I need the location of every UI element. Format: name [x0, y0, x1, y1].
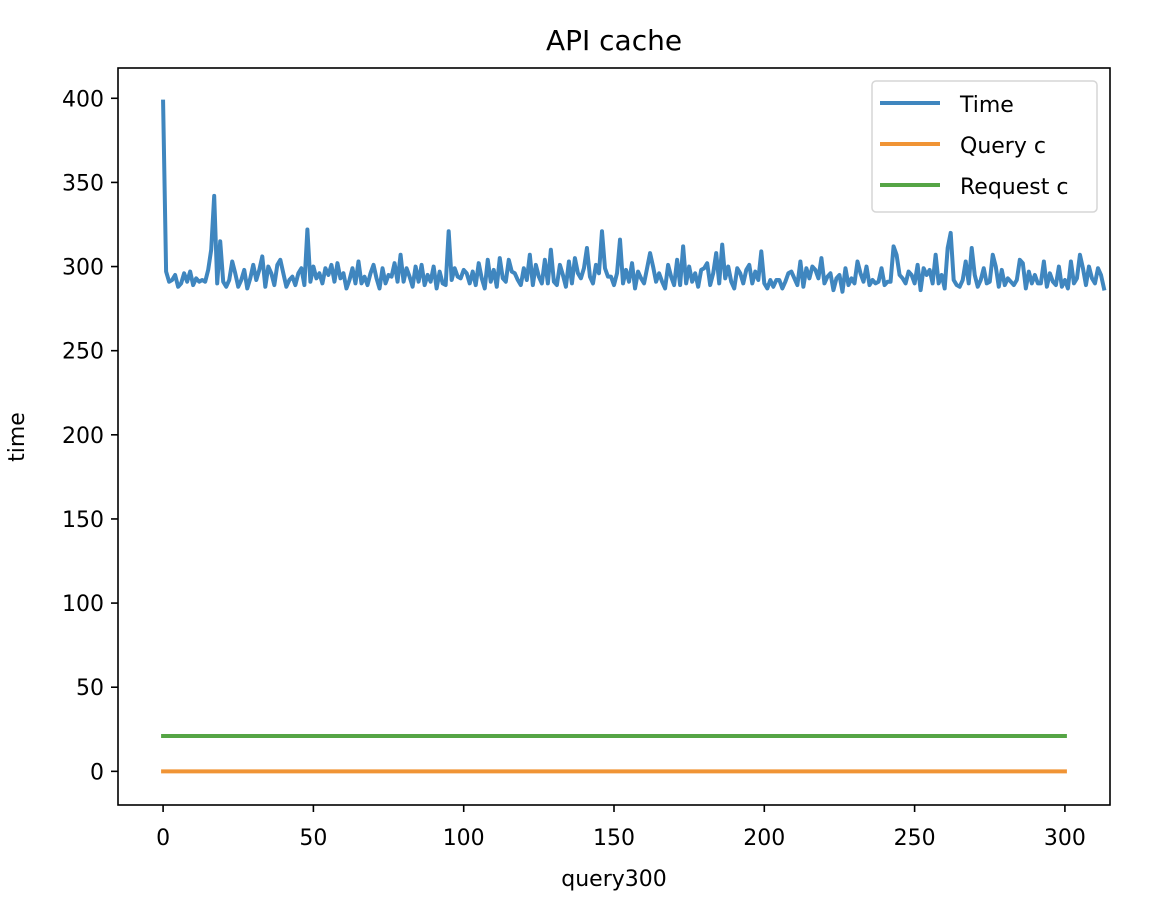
y-tick-label: 100 — [62, 592, 104, 617]
y-tick-label: 400 — [62, 87, 104, 112]
x-tick-label: 50 — [299, 826, 327, 851]
x-tick-label: 0 — [156, 826, 170, 851]
y-tick-label: 150 — [62, 508, 104, 533]
x-tick-label: 200 — [743, 826, 785, 851]
x-tick-label: 100 — [443, 826, 485, 851]
legend: Time Query c Request c — [871, 80, 1098, 213]
y-tick-label: 50 — [76, 676, 104, 701]
y-tick-label: 200 — [62, 424, 104, 449]
series-line-time — [161, 99, 1107, 294]
y-tick-label: 300 — [62, 256, 104, 281]
y-axis-label: time — [5, 412, 30, 462]
x-tick-label: 250 — [894, 826, 936, 851]
legend-label-time: Time — [959, 93, 1014, 118]
legend-label-query-c: Query c — [960, 134, 1046, 159]
plot-lines — [161, 99, 1107, 774]
x-tick-label: 300 — [1044, 826, 1086, 851]
y-tick-label: 350 — [62, 171, 104, 196]
y-tick-label: 250 — [62, 340, 104, 365]
chart-title: API cache — [546, 24, 682, 57]
y-tick-label: 0 — [90, 760, 104, 785]
x-axis: 0 50 100 150 200 250 300 — [156, 805, 1086, 851]
legend-box — [871, 80, 1098, 213]
x-axis-label: query300 — [561, 867, 667, 892]
y-axis: 0 50 100 150 200 250 300 350 400 — [62, 87, 118, 785]
legend-label-request-c: Request c — [960, 175, 1068, 200]
x-tick-label: 150 — [593, 826, 635, 851]
